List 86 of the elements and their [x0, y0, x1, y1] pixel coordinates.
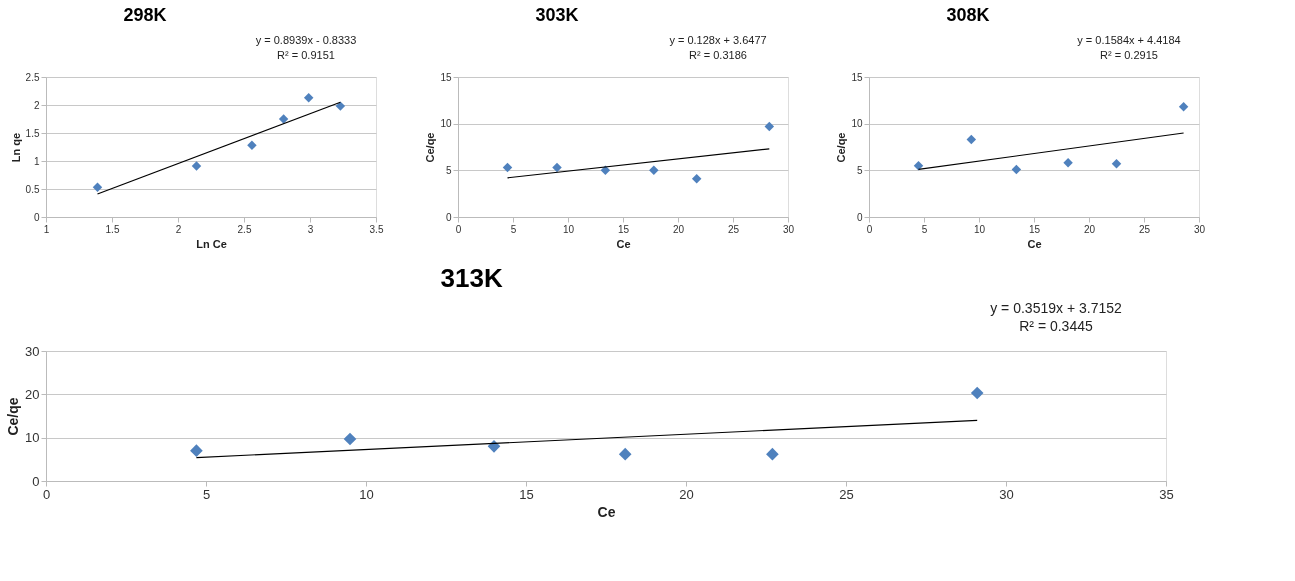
x-tick-label: 25 — [727, 223, 740, 235]
y-axis-title: Ln qe — [9, 132, 22, 163]
x-tick-label: 20 — [672, 223, 685, 235]
x-tick-label: 20 — [679, 486, 694, 502]
chart-title: 303K — [535, 5, 579, 25]
text: y = 0.1584x + 4.4184 — [1077, 34, 1181, 46]
point — [691, 173, 702, 184]
x-tick-label: 10 — [359, 486, 374, 502]
y-axis-title: Ce/qe — [5, 397, 22, 436]
text: y = 0.3519x + 3.7152 — [990, 300, 1122, 316]
y-axis-title: Ce/qe — [835, 132, 848, 163]
x-tick-label: 25 — [839, 486, 854, 502]
point — [966, 134, 977, 145]
x-tick-label: 30 — [782, 223, 795, 235]
point — [1011, 164, 1022, 175]
y-tick-label: 0 — [32, 473, 40, 489]
point — [303, 92, 314, 103]
point — [1111, 159, 1122, 169]
x-tick-label: 0 — [455, 223, 462, 235]
x-tick-label: 5 — [921, 223, 928, 235]
y-tick-label: 10 — [25, 430, 40, 446]
point — [1178, 102, 1189, 112]
y-axis-title: Ce/qe — [424, 132, 437, 163]
x-tick-label: 30 — [999, 486, 1014, 502]
y-tick-label: 0.5 — [25, 183, 40, 195]
point — [618, 447, 632, 461]
point — [278, 114, 289, 124]
x-tick-label: 10 — [562, 223, 575, 235]
x-tick-label: 5 — [202, 486, 211, 502]
y-tick-label: 10 — [851, 118, 863, 130]
text: y = 0.128x + 3.6477 — [669, 34, 767, 46]
y-tick-label: 2 — [33, 99, 40, 111]
point — [247, 140, 257, 151]
x-axis-title: Ln Ce — [196, 237, 227, 250]
chart-title: 298K — [123, 5, 167, 25]
y-tick-label: 0 — [856, 211, 863, 223]
text: R² = 0.3445 — [1019, 318, 1093, 334]
y-tick-label: 15 — [851, 71, 863, 83]
y-tick-label: 30 — [25, 343, 40, 359]
y-tick-label: 2.5 — [25, 71, 40, 83]
x-tick-label: 0 — [866, 223, 873, 235]
x-tick-label: 3.5 — [369, 223, 384, 235]
y-tick-label: 1.5 — [25, 127, 40, 139]
point — [970, 386, 984, 400]
point — [190, 444, 203, 457]
point — [764, 121, 775, 132]
x-tick-label: 15 — [617, 223, 630, 235]
x-tick-label: 15 — [1028, 223, 1041, 235]
text: R² = 0.9151 — [277, 49, 335, 61]
point — [335, 101, 346, 111]
x-tick-label: 20 — [1083, 223, 1096, 235]
chart-title: 313K — [440, 263, 503, 293]
x-tick-label: 2 — [175, 223, 182, 235]
y-tick-label: 0 — [445, 211, 452, 223]
x-tick-label: 3 — [307, 223, 314, 235]
y-tick-label: 10 — [440, 118, 452, 130]
text: R² = 0.3186 — [689, 49, 747, 61]
y-tick-label: 5 — [445, 164, 452, 176]
point — [343, 432, 357, 446]
x-tick-label: 1 — [43, 223, 50, 235]
x-tick-label: 30 — [1193, 223, 1206, 235]
x-tick-label: 1.5 — [105, 223, 120, 235]
y-tick-label: 0 — [33, 211, 40, 223]
x-axis-title: Ce — [616, 237, 631, 250]
point — [766, 447, 779, 461]
point — [649, 165, 659, 176]
x-axis-title: Ce — [597, 503, 616, 520]
point — [552, 162, 562, 173]
x-axis-title: Ce — [1027, 237, 1042, 250]
text: R² = 0.2915 — [1100, 49, 1158, 61]
text: y = 0.8939x - 0.8333 — [255, 34, 357, 46]
y-tick-label: 20 — [25, 386, 40, 402]
point — [92, 182, 103, 193]
y-tick-label: 15 — [440, 71, 452, 83]
point — [502, 162, 513, 173]
x-tick-label: 10 — [973, 223, 986, 235]
x-tick-label: 25 — [1138, 223, 1151, 235]
chart-title: 308K — [946, 5, 990, 25]
x-tick-label: 5 — [510, 223, 517, 235]
y-tick-label: 1 — [33, 155, 40, 167]
y-tick-label: 5 — [856, 164, 863, 176]
x-tick-label: 15 — [519, 486, 534, 502]
x-tick-label: 2.5 — [237, 223, 252, 235]
point — [191, 161, 202, 171]
x-tick-label: 35 — [1159, 486, 1174, 502]
point — [913, 160, 924, 171]
